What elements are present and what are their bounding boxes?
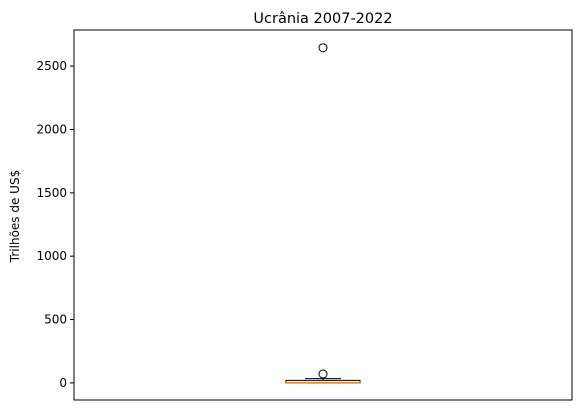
boxplot xyxy=(285,43,361,384)
y-axis-ticks: 0 500 1000 1500 2000 2500 xyxy=(36,59,74,390)
y-axis-label: Trilhões de US$ xyxy=(8,170,22,263)
y-tick-label: 2500 xyxy=(36,59,67,73)
y-tick-label: 1000 xyxy=(36,249,67,263)
y-tick-label: 0 xyxy=(59,376,67,390)
outlier-point xyxy=(318,43,328,53)
y-tick-label: 2000 xyxy=(36,122,67,136)
chart-title: Ucrânia 2007-2022 xyxy=(253,11,392,27)
outlier-point xyxy=(318,369,328,379)
plot-frame xyxy=(73,29,573,401)
y-tick-label: 500 xyxy=(44,313,67,327)
y-tick-label: 1500 xyxy=(36,186,67,200)
